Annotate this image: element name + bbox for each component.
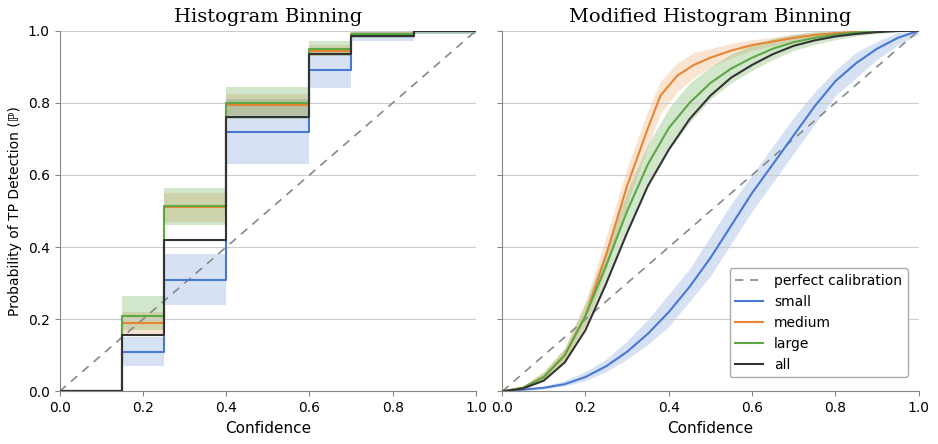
X-axis label: Confidence: Confidence <box>225 420 310 436</box>
X-axis label: Confidence: Confidence <box>667 420 753 436</box>
Title: Histogram Binning: Histogram Binning <box>174 8 362 26</box>
Y-axis label: Probability of TP Detection (ℙ): Probability of TP Detection (ℙ) <box>8 106 23 316</box>
Title: Modified Histogram Binning: Modified Histogram Binning <box>569 8 852 26</box>
Legend: perfect calibration, small, medium, large, all: perfect calibration, small, medium, larg… <box>730 268 908 377</box>
